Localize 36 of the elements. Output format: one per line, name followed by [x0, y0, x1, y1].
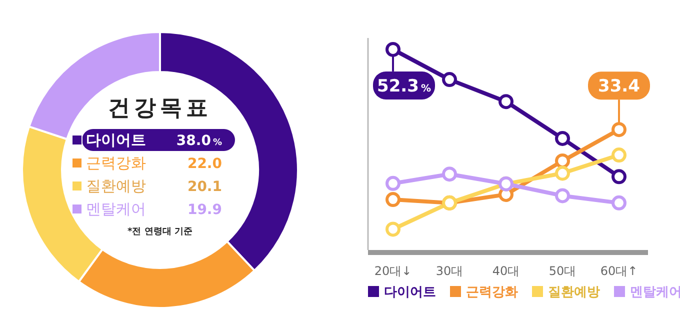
legend-label: 근력강화 [466, 285, 518, 300]
legend-label: 멘탈케어 [630, 285, 680, 300]
point [386, 42, 400, 57]
point [612, 195, 626, 210]
legend-label: 근력강화 [86, 154, 146, 172]
data-label: 19.9 [187, 202, 222, 218]
x-tick-label: 50대 [548, 264, 576, 278]
data-label: 52.3% [377, 76, 431, 96]
legend-label: 질환예방 [86, 177, 146, 195]
data-label: 22.0 [187, 156, 222, 172]
legend-label: 다이어트 [86, 131, 146, 149]
point [386, 176, 400, 191]
point [555, 153, 570, 168]
point [442, 72, 457, 88]
point [442, 166, 457, 182]
x-tick-label: 20대↓ [374, 264, 412, 278]
point [555, 130, 570, 146]
point [386, 192, 400, 208]
legend-label: 질환예방 [548, 285, 600, 300]
point [612, 148, 626, 163]
x-tick-label: 30대 [436, 264, 464, 278]
legend-label: 다이어트 [384, 285, 436, 300]
data-label: 38.0% [176, 133, 222, 149]
data-label: 20.1 [187, 179, 222, 195]
point [498, 94, 514, 110]
data-label: 33.4 [598, 76, 640, 97]
point [555, 166, 570, 181]
x-tick-label: 60대↑ [600, 264, 638, 278]
text: 건강목표 [108, 96, 212, 121]
point [612, 169, 626, 184]
x-tick-label: 40대 [492, 264, 520, 278]
point [386, 222, 400, 237]
point [555, 188, 570, 204]
text: *전 연령대 기준 [128, 227, 192, 237]
legend-label: 멘탈케어 [86, 200, 146, 218]
point [612, 122, 626, 138]
